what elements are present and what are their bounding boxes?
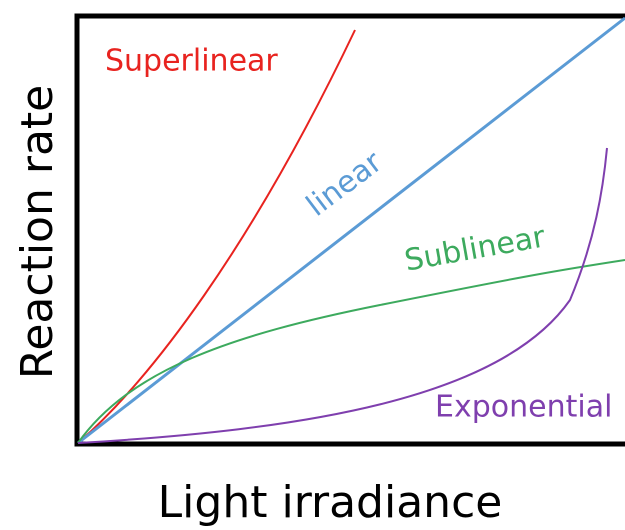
curve-label: Sublinear	[402, 219, 549, 278]
exponential-curve	[77, 147, 608, 444]
x-axis-label: Light irradiance	[158, 477, 503, 528]
curve-label: Superlinear	[105, 44, 278, 79]
sublinear-curve	[77, 259, 625, 444]
plot-frame	[74, 13, 625, 447]
curve-label: Exponential	[435, 390, 612, 425]
linear-curve	[77, 16, 625, 445]
y-axis-label: Reaction rate	[12, 85, 63, 379]
superlinear-curve	[77, 29, 356, 444]
